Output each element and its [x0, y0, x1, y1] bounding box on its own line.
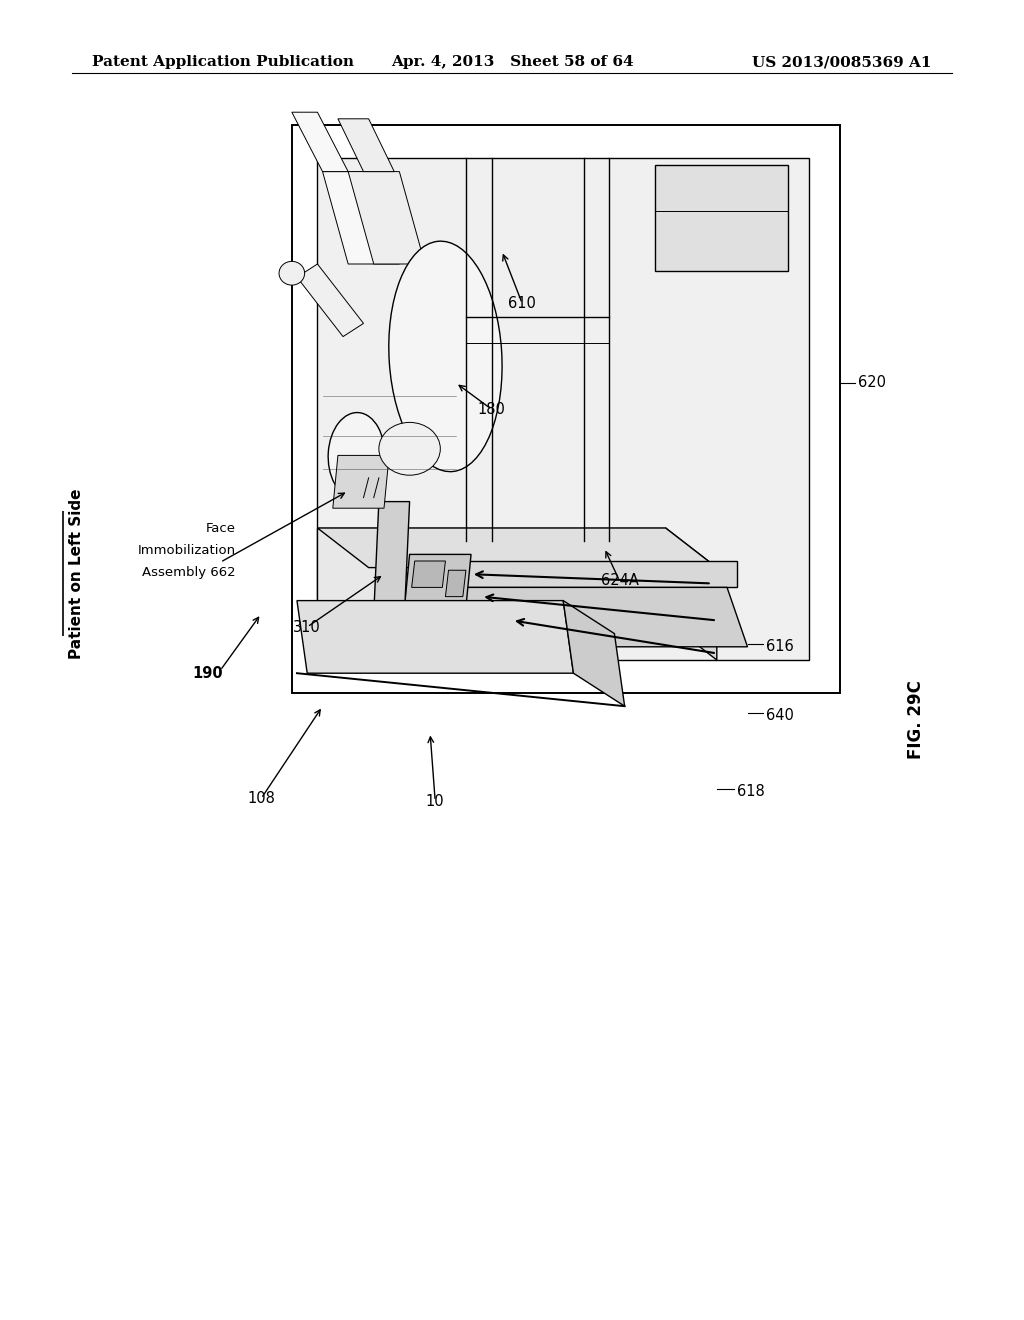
- Polygon shape: [333, 455, 389, 508]
- Polygon shape: [317, 158, 809, 660]
- Polygon shape: [412, 561, 445, 587]
- Polygon shape: [317, 528, 666, 620]
- Text: 618: 618: [737, 784, 765, 800]
- Text: Patent Application Publication: Patent Application Publication: [92, 55, 354, 70]
- Text: 616: 616: [766, 639, 794, 655]
- Text: 620: 620: [858, 375, 886, 391]
- Polygon shape: [297, 264, 364, 337]
- Ellipse shape: [379, 422, 440, 475]
- Text: 190: 190: [193, 665, 223, 681]
- Polygon shape: [445, 570, 466, 597]
- Polygon shape: [461, 587, 748, 647]
- Polygon shape: [323, 172, 399, 264]
- Polygon shape: [292, 112, 348, 172]
- Ellipse shape: [328, 413, 385, 498]
- Text: FIG. 29C: FIG. 29C: [907, 680, 926, 759]
- Ellipse shape: [279, 261, 305, 285]
- Polygon shape: [348, 172, 425, 264]
- Text: Apr. 4, 2013   Sheet 58 of 64: Apr. 4, 2013 Sheet 58 of 64: [391, 55, 633, 70]
- Polygon shape: [374, 502, 410, 614]
- Polygon shape: [440, 561, 737, 587]
- Text: 310: 310: [293, 619, 322, 635]
- Polygon shape: [404, 554, 471, 607]
- Text: 640: 640: [766, 708, 794, 723]
- Text: 108: 108: [247, 791, 275, 807]
- Text: 610: 610: [508, 296, 537, 312]
- Polygon shape: [563, 601, 625, 706]
- Text: Immobilization: Immobilization: [137, 544, 236, 557]
- Text: 180: 180: [477, 401, 506, 417]
- Text: Assembly 662: Assembly 662: [142, 566, 236, 579]
- Polygon shape: [297, 601, 573, 673]
- Polygon shape: [338, 119, 394, 172]
- Ellipse shape: [389, 242, 502, 471]
- Polygon shape: [655, 165, 788, 271]
- Text: Patient on Left Side: Patient on Left Side: [70, 488, 84, 660]
- Text: 10: 10: [426, 793, 444, 809]
- Text: 624A: 624A: [601, 573, 638, 589]
- Text: US 2013/0085369 A1: US 2013/0085369 A1: [753, 55, 932, 70]
- Polygon shape: [317, 528, 717, 568]
- Polygon shape: [666, 528, 717, 660]
- Text: Face: Face: [206, 521, 236, 535]
